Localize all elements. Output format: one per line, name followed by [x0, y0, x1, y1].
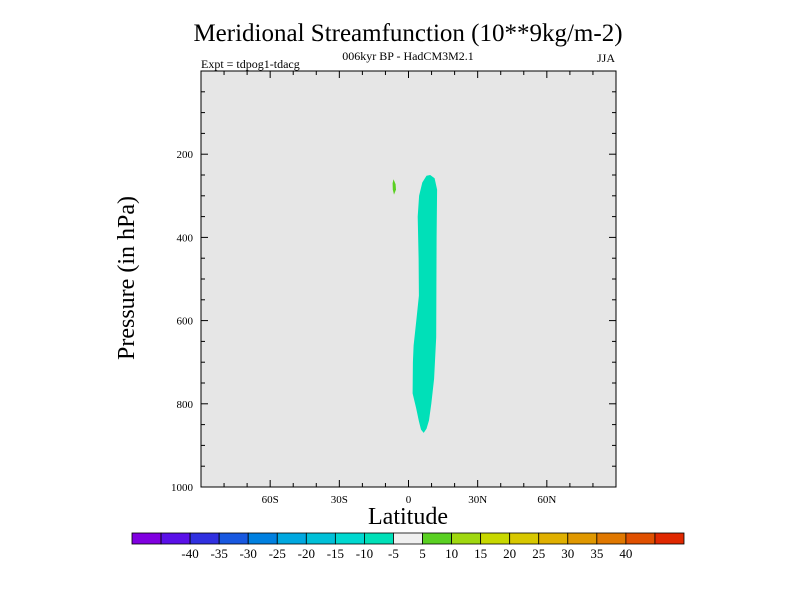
plot-area	[200, 70, 617, 488]
colorbar-label: 30	[561, 546, 574, 561]
colorbar-label: -25	[269, 546, 286, 561]
colorbar-swatch	[131, 532, 162, 545]
colorbar-label: -35	[210, 546, 227, 561]
negative-cell-region	[412, 175, 438, 433]
colorbar-label: 10	[445, 546, 458, 561]
colorbar-label: -5	[388, 546, 399, 561]
subtitle-center: 006kyr BP - HadCM3M2.1	[342, 49, 474, 63]
colorbar-swatch	[625, 532, 656, 545]
x-axis-label: Latitude	[368, 504, 448, 530]
x-tick-label: 60S	[262, 494, 279, 506]
colorbar-swatch	[276, 532, 307, 545]
subtitle-right: JJA	[597, 51, 615, 65]
y-tick-label: 200	[177, 149, 194, 161]
colorbar-label: 40	[619, 546, 632, 561]
x-tick-label: 0	[406, 494, 412, 506]
x-tick-label: 60N	[537, 494, 556, 506]
colorbar-swatch	[654, 532, 685, 545]
colorbar-swatch	[480, 532, 511, 545]
colorbar-swatch	[422, 532, 452, 545]
colorbar-swatch	[596, 532, 627, 545]
colorbar-swatch	[364, 532, 394, 545]
y-tick-label: 800	[177, 399, 194, 411]
colorbar-swatch	[567, 532, 598, 545]
positive-cell-region	[392, 179, 396, 195]
y-tick-label: 400	[177, 232, 194, 244]
colorbar-label: -20	[298, 546, 315, 561]
chart-title: Meridional Streamfunction (10**9kg/m-2)	[193, 20, 622, 47]
colorbar-label: 25	[532, 546, 545, 561]
colorbar-swatch	[305, 532, 336, 545]
y-tick-label: 600	[177, 316, 194, 328]
colorbar-swatch	[451, 532, 482, 545]
colorbar-label: 5	[419, 546, 426, 561]
colorbar-label: -10	[356, 546, 373, 561]
colorbar-label: 15	[474, 546, 487, 561]
colorbar-label: -15	[327, 546, 344, 561]
colorbar-label: 35	[590, 546, 603, 561]
colorbar-label: 20	[503, 546, 516, 561]
colorbar-label: -40	[181, 546, 198, 561]
subtitle-left: Expt = tdpog1-tdacg	[201, 57, 300, 71]
colorbar-swatch	[189, 532, 220, 545]
colorbar-swatch	[218, 532, 249, 545]
colorbar-swatch	[247, 532, 278, 545]
y-tick-label: 1000	[171, 482, 194, 494]
y-axis-label: Pressure (in hPa)	[114, 196, 140, 360]
colorbar-swatch	[393, 532, 423, 545]
colorbar-swatch	[334, 532, 365, 545]
colorbar-swatch	[509, 532, 540, 545]
x-tick-label: 30N	[468, 494, 487, 506]
colorbar-swatch	[160, 532, 191, 545]
colorbar-label: -30	[240, 546, 257, 561]
x-tick-label: 30S	[331, 494, 348, 506]
colorbar-swatch	[538, 532, 569, 545]
